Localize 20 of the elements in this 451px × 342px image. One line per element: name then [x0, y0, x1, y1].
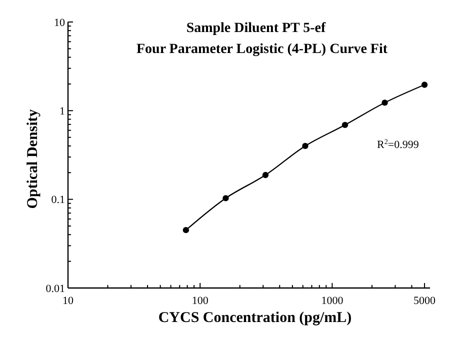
point [342, 122, 348, 128]
point [302, 142, 308, 150]
x-tick-label: 1000 [321, 295, 344, 307]
point [382, 100, 388, 106]
point [262, 172, 269, 178]
text: Four Parameter Logistic (4-PL) Curve Fit [136, 42, 388, 57]
point [222, 195, 229, 202]
y-tick-label: 10 [54, 16, 66, 29]
x-axis-title: CYCS Concentration (pg/mL) [158, 310, 352, 326]
x-tick-label: 100 [192, 295, 209, 307]
x-tick-label: 10 [62, 295, 74, 307]
y-axis-title: Optical Density [25, 108, 41, 209]
point [421, 82, 428, 88]
chart-title: Sample Diluent PT 5-ef [186, 21, 326, 36]
annotation: R$^{2}$=0.999 [377, 138, 420, 151]
point [182, 227, 190, 234]
y-tick-label: 0.01 [46, 282, 65, 295]
y-tick-label: 1 [60, 106, 65, 118]
y-tick-label: 0.1 [51, 194, 65, 206]
x-tick-label: 5000 [414, 295, 436, 307]
